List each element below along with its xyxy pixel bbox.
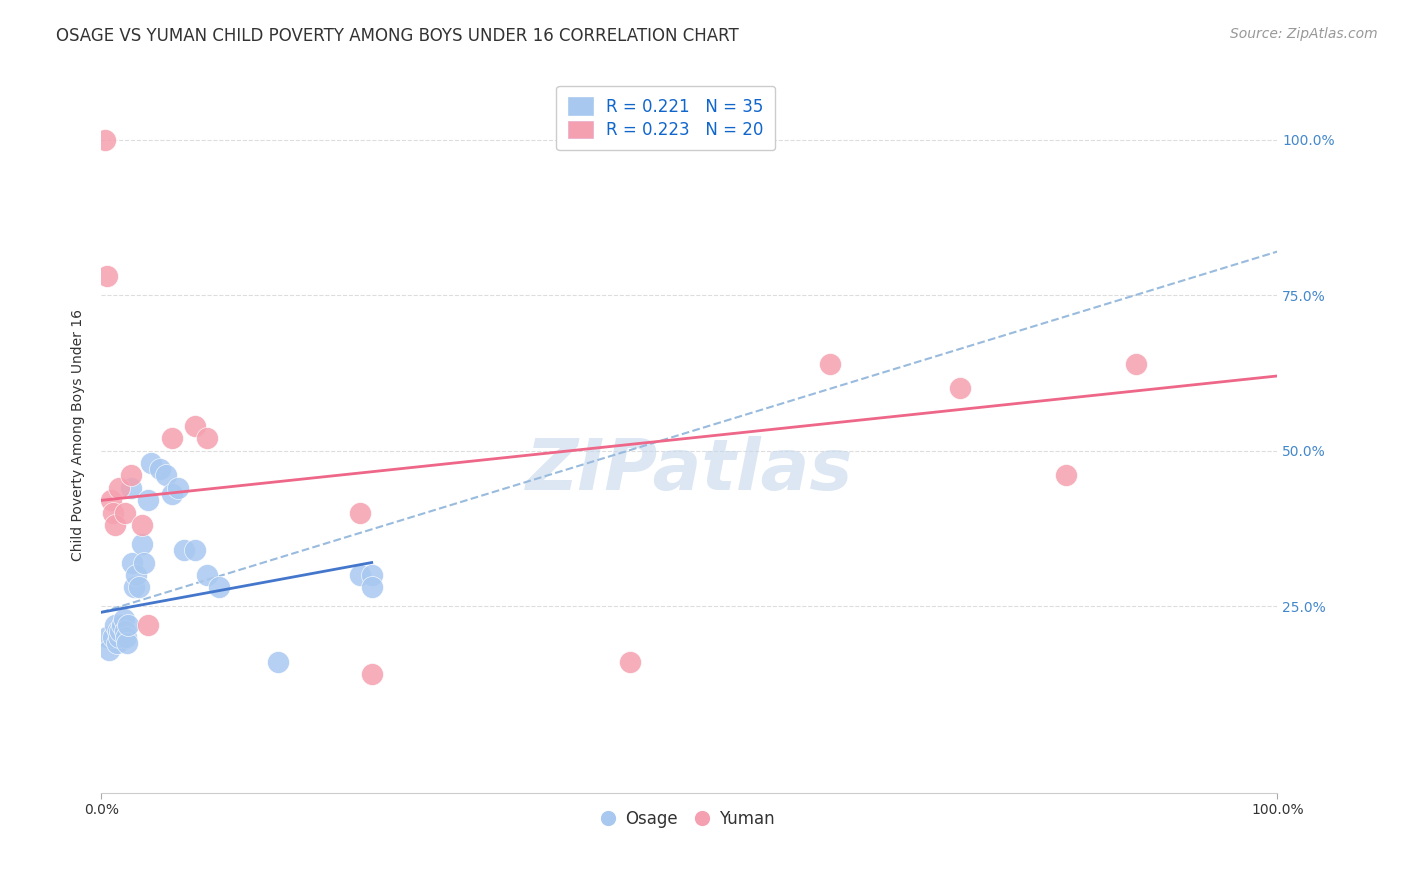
Point (136, 617, 159, 632)
Point (120, 481, 142, 495)
Point (108, 624, 131, 638)
Point (195, 568, 218, 582)
Point (360, 568, 382, 582)
Point (184, 418, 207, 433)
Point (125, 568, 148, 582)
Text: ZIPatlas: ZIPatlas (526, 436, 853, 505)
Point (1125, 357, 1147, 371)
Point (160, 431, 183, 445)
Point (166, 481, 188, 495)
Point (173, 543, 195, 558)
Point (139, 456, 162, 470)
Point (136, 493, 159, 508)
Legend: Osage, Yuman: Osage, Yuman (596, 803, 782, 834)
Point (108, 630, 131, 644)
Point (949, 381, 972, 395)
Point (120, 468, 142, 483)
Point (184, 543, 207, 558)
Point (96, 630, 118, 644)
Point (105, 636, 128, 650)
Point (115, 630, 138, 644)
Point (149, 462, 172, 476)
Point (104, 518, 127, 533)
Point (1054, 468, 1077, 483)
Point (155, 468, 177, 483)
Y-axis label: Child Poverty Among Boys Under 16: Child Poverty Among Boys Under 16 (72, 309, 86, 561)
Point (360, 581, 382, 595)
Point (121, 556, 143, 570)
Point (195, 431, 218, 445)
Point (619, 655, 641, 669)
Point (93, 133, 115, 147)
Point (208, 581, 231, 595)
Point (104, 617, 127, 632)
Point (115, 636, 138, 650)
Point (107, 624, 129, 638)
Point (349, 568, 371, 582)
Point (114, 506, 136, 520)
Point (108, 481, 131, 495)
Point (111, 617, 134, 632)
Point (128, 581, 150, 595)
Point (112, 611, 135, 625)
Point (131, 537, 153, 551)
Point (131, 518, 153, 533)
Point (349, 506, 371, 520)
Point (132, 556, 155, 570)
Point (160, 487, 183, 501)
Text: OSAGE VS YUMAN CHILD POVERTY AMONG BOYS UNDER 16 CORRELATION CHART: OSAGE VS YUMAN CHILD POVERTY AMONG BOYS … (56, 27, 740, 45)
Point (266, 655, 288, 669)
Point (122, 581, 145, 595)
Point (100, 493, 122, 508)
Point (98, 642, 121, 657)
Point (101, 630, 124, 644)
Point (101, 506, 124, 520)
Point (117, 617, 139, 632)
Text: Source: ZipAtlas.com: Source: ZipAtlas.com (1230, 27, 1378, 41)
Point (114, 624, 136, 638)
Point (820, 357, 842, 371)
Point (96, 269, 118, 284)
Point (360, 667, 382, 681)
